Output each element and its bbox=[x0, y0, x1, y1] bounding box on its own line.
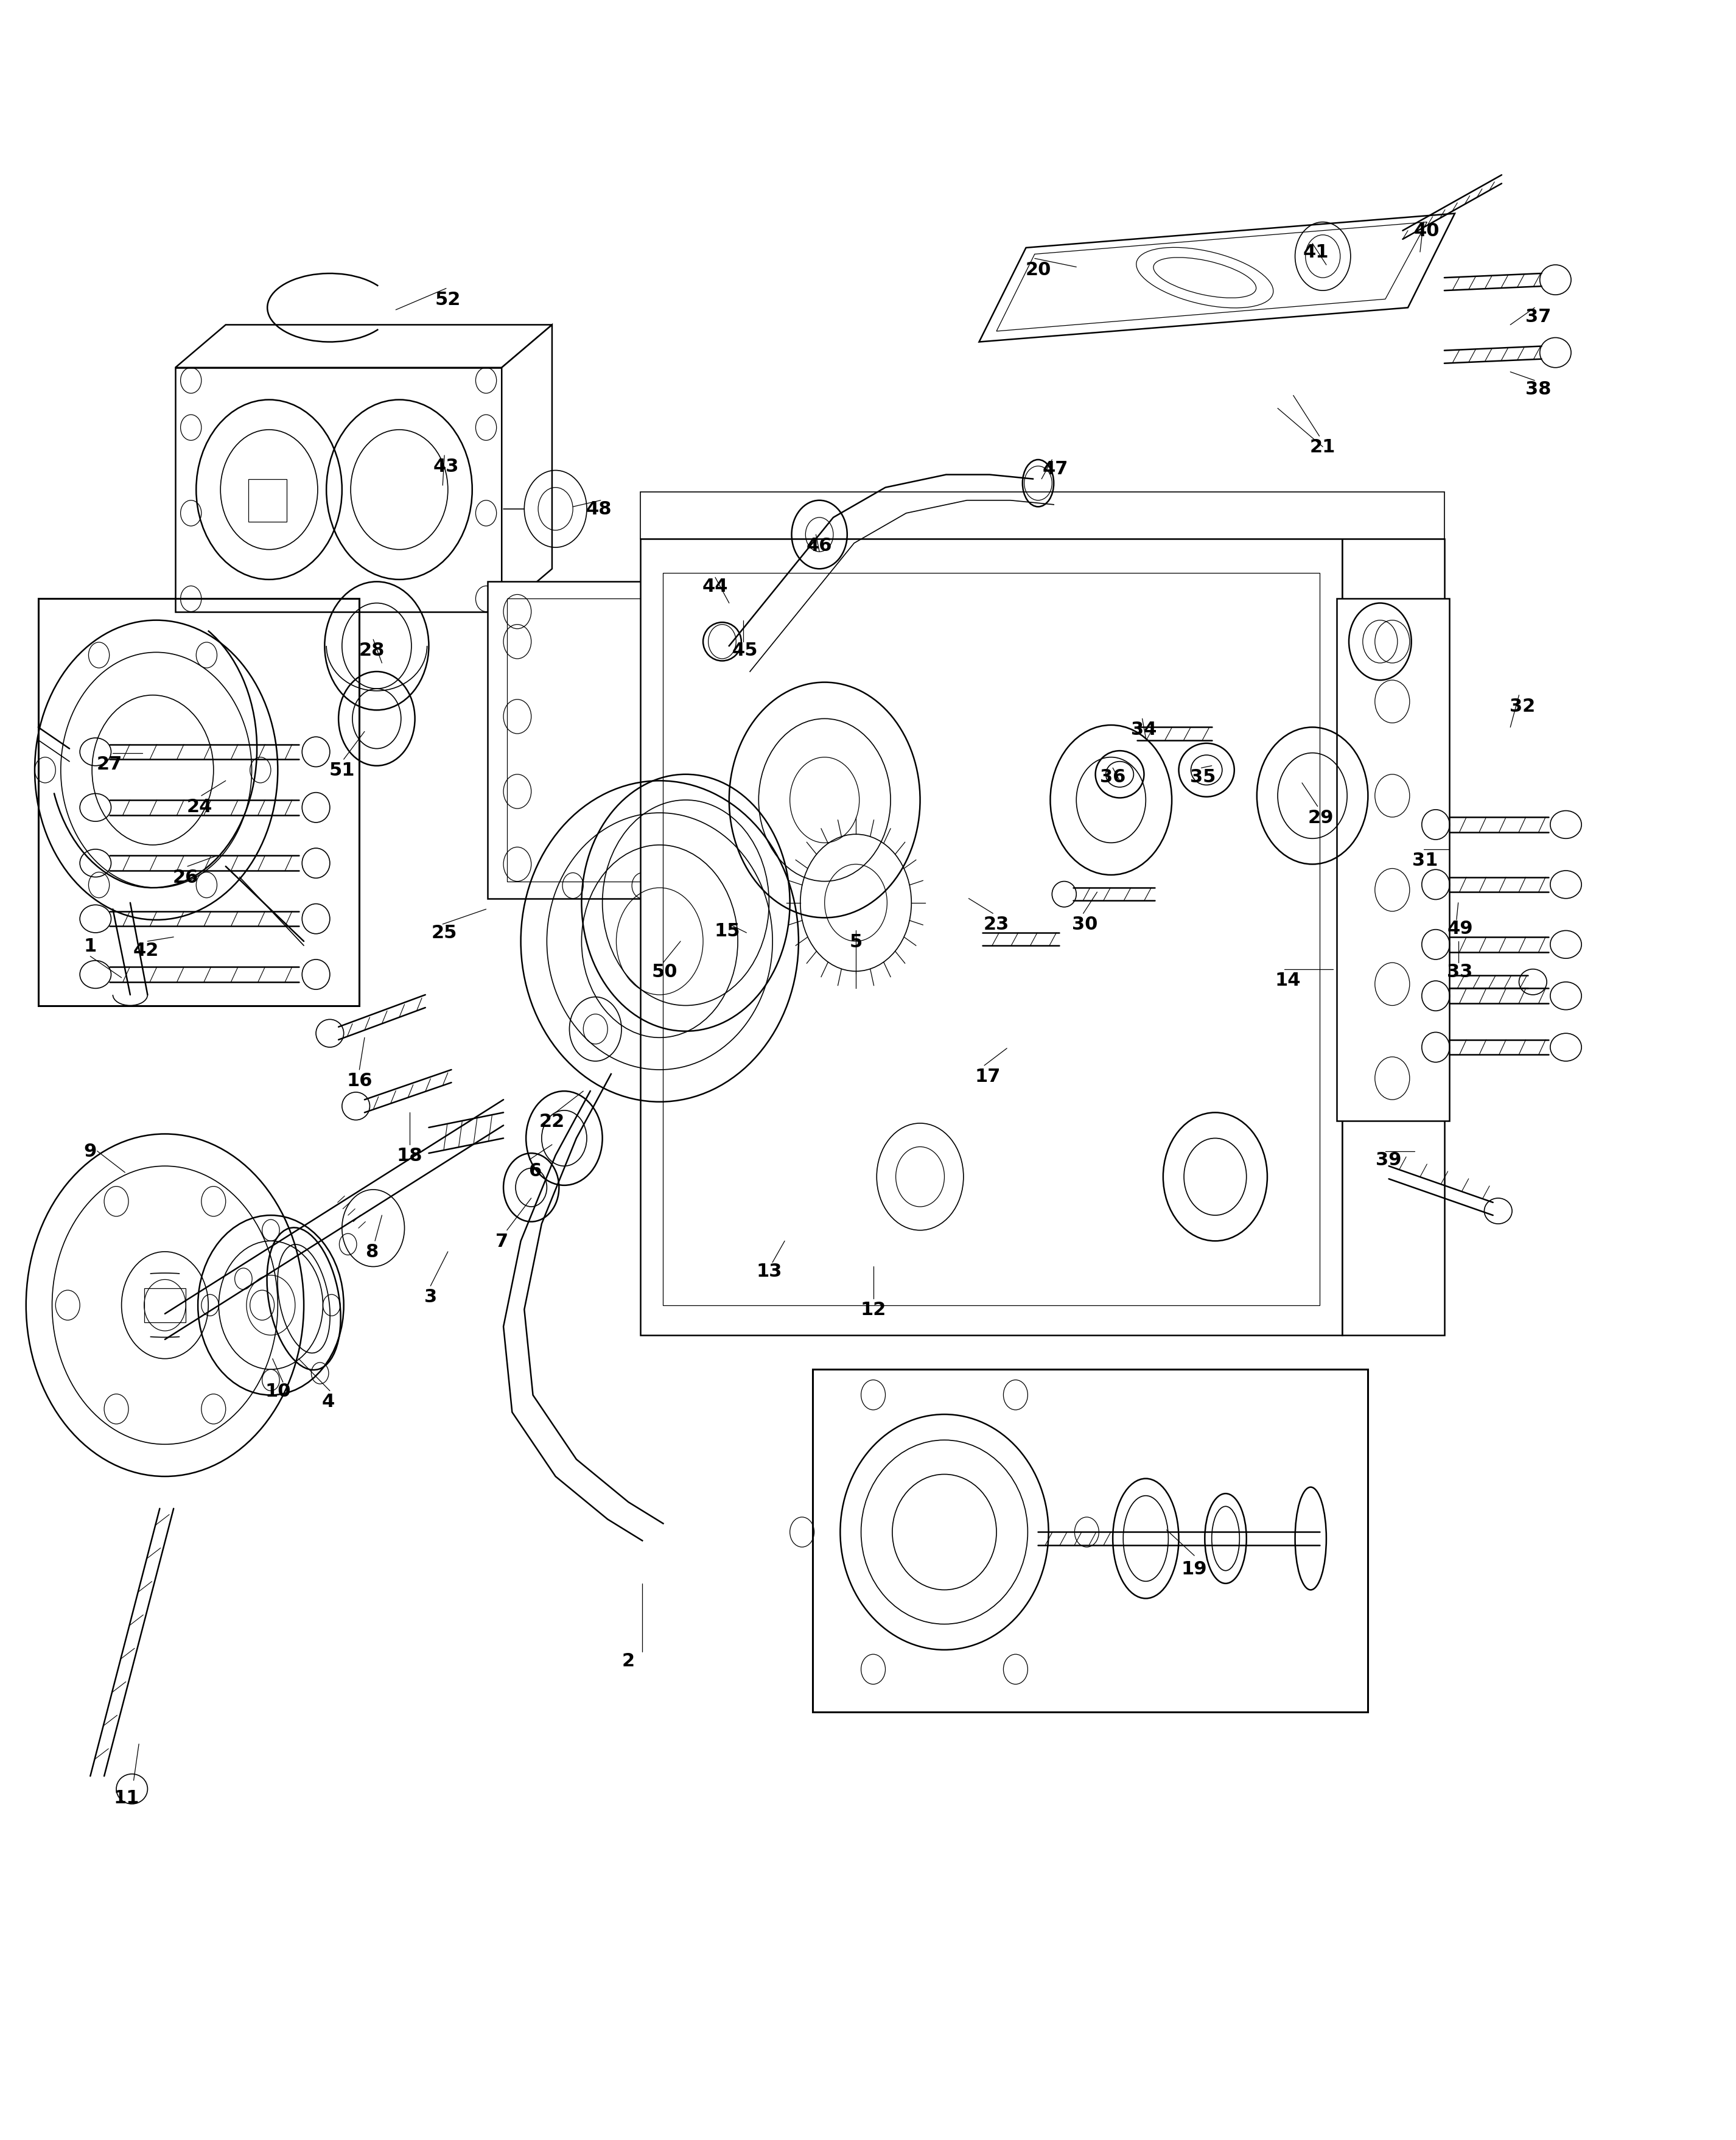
Text: 44: 44 bbox=[703, 578, 727, 595]
Text: 49: 49 bbox=[1448, 920, 1472, 937]
Polygon shape bbox=[641, 539, 1342, 1335]
Text: 1: 1 bbox=[83, 937, 97, 954]
Text: 20: 20 bbox=[1026, 261, 1050, 278]
Text: 27: 27 bbox=[97, 755, 122, 773]
Text: 4: 4 bbox=[321, 1393, 335, 1410]
Text: 26: 26 bbox=[174, 869, 198, 886]
Text: 32: 32 bbox=[1510, 698, 1535, 715]
Text: 15: 15 bbox=[715, 922, 740, 939]
Text: 18: 18 bbox=[398, 1147, 422, 1164]
Polygon shape bbox=[1337, 599, 1450, 1121]
Bar bbox=[144, 1288, 186, 1323]
Text: 29: 29 bbox=[1309, 809, 1333, 826]
Text: 41: 41 bbox=[1304, 244, 1328, 261]
Polygon shape bbox=[488, 582, 965, 899]
Text: 47: 47 bbox=[1043, 460, 1068, 477]
Polygon shape bbox=[175, 368, 502, 612]
Text: 3: 3 bbox=[424, 1288, 437, 1305]
Text: 14: 14 bbox=[1276, 972, 1300, 989]
Text: 6: 6 bbox=[528, 1162, 542, 1179]
Polygon shape bbox=[502, 325, 552, 612]
Text: 11: 11 bbox=[115, 1789, 139, 1806]
Text: 10: 10 bbox=[266, 1382, 290, 1400]
Polygon shape bbox=[1342, 539, 1444, 1335]
Text: 5: 5 bbox=[849, 933, 863, 950]
Text: 8: 8 bbox=[365, 1243, 378, 1260]
Text: 12: 12 bbox=[861, 1301, 885, 1318]
Bar bbox=[812, 1370, 1368, 1712]
Text: 21: 21 bbox=[1311, 439, 1335, 456]
Text: 43: 43 bbox=[434, 458, 458, 475]
Text: 24: 24 bbox=[187, 798, 212, 815]
Text: 37: 37 bbox=[1526, 308, 1550, 325]
Text: 46: 46 bbox=[807, 537, 832, 554]
Polygon shape bbox=[641, 492, 1444, 539]
Text: 48: 48 bbox=[587, 501, 611, 518]
Text: 33: 33 bbox=[1448, 963, 1472, 980]
Bar bbox=[248, 479, 286, 522]
Text: 42: 42 bbox=[134, 942, 158, 959]
Polygon shape bbox=[979, 214, 1455, 342]
Bar bbox=[38, 599, 359, 1006]
Text: 52: 52 bbox=[436, 291, 460, 308]
Polygon shape bbox=[175, 325, 552, 368]
Text: 2: 2 bbox=[621, 1652, 635, 1669]
Text: 38: 38 bbox=[1526, 381, 1550, 398]
Text: 51: 51 bbox=[330, 762, 354, 779]
Text: 31: 31 bbox=[1413, 852, 1437, 869]
Text: 45: 45 bbox=[733, 642, 757, 659]
Text: 16: 16 bbox=[347, 1072, 372, 1089]
Text: 28: 28 bbox=[359, 642, 384, 659]
Text: 17: 17 bbox=[976, 1068, 1000, 1085]
Text: 7: 7 bbox=[495, 1233, 509, 1250]
Text: 19: 19 bbox=[1182, 1560, 1207, 1577]
Text: 9: 9 bbox=[83, 1143, 97, 1160]
Text: 34: 34 bbox=[1132, 721, 1156, 738]
Text: 25: 25 bbox=[432, 924, 457, 942]
Text: 30: 30 bbox=[1073, 916, 1097, 933]
Text: 36: 36 bbox=[1101, 768, 1125, 785]
Text: 39: 39 bbox=[1377, 1151, 1401, 1168]
Text: 13: 13 bbox=[757, 1263, 781, 1280]
Text: 35: 35 bbox=[1191, 768, 1215, 785]
Text: 23: 23 bbox=[984, 916, 1009, 933]
Text: 40: 40 bbox=[1415, 223, 1439, 240]
Text: 22: 22 bbox=[540, 1113, 564, 1130]
Text: 50: 50 bbox=[653, 963, 677, 980]
